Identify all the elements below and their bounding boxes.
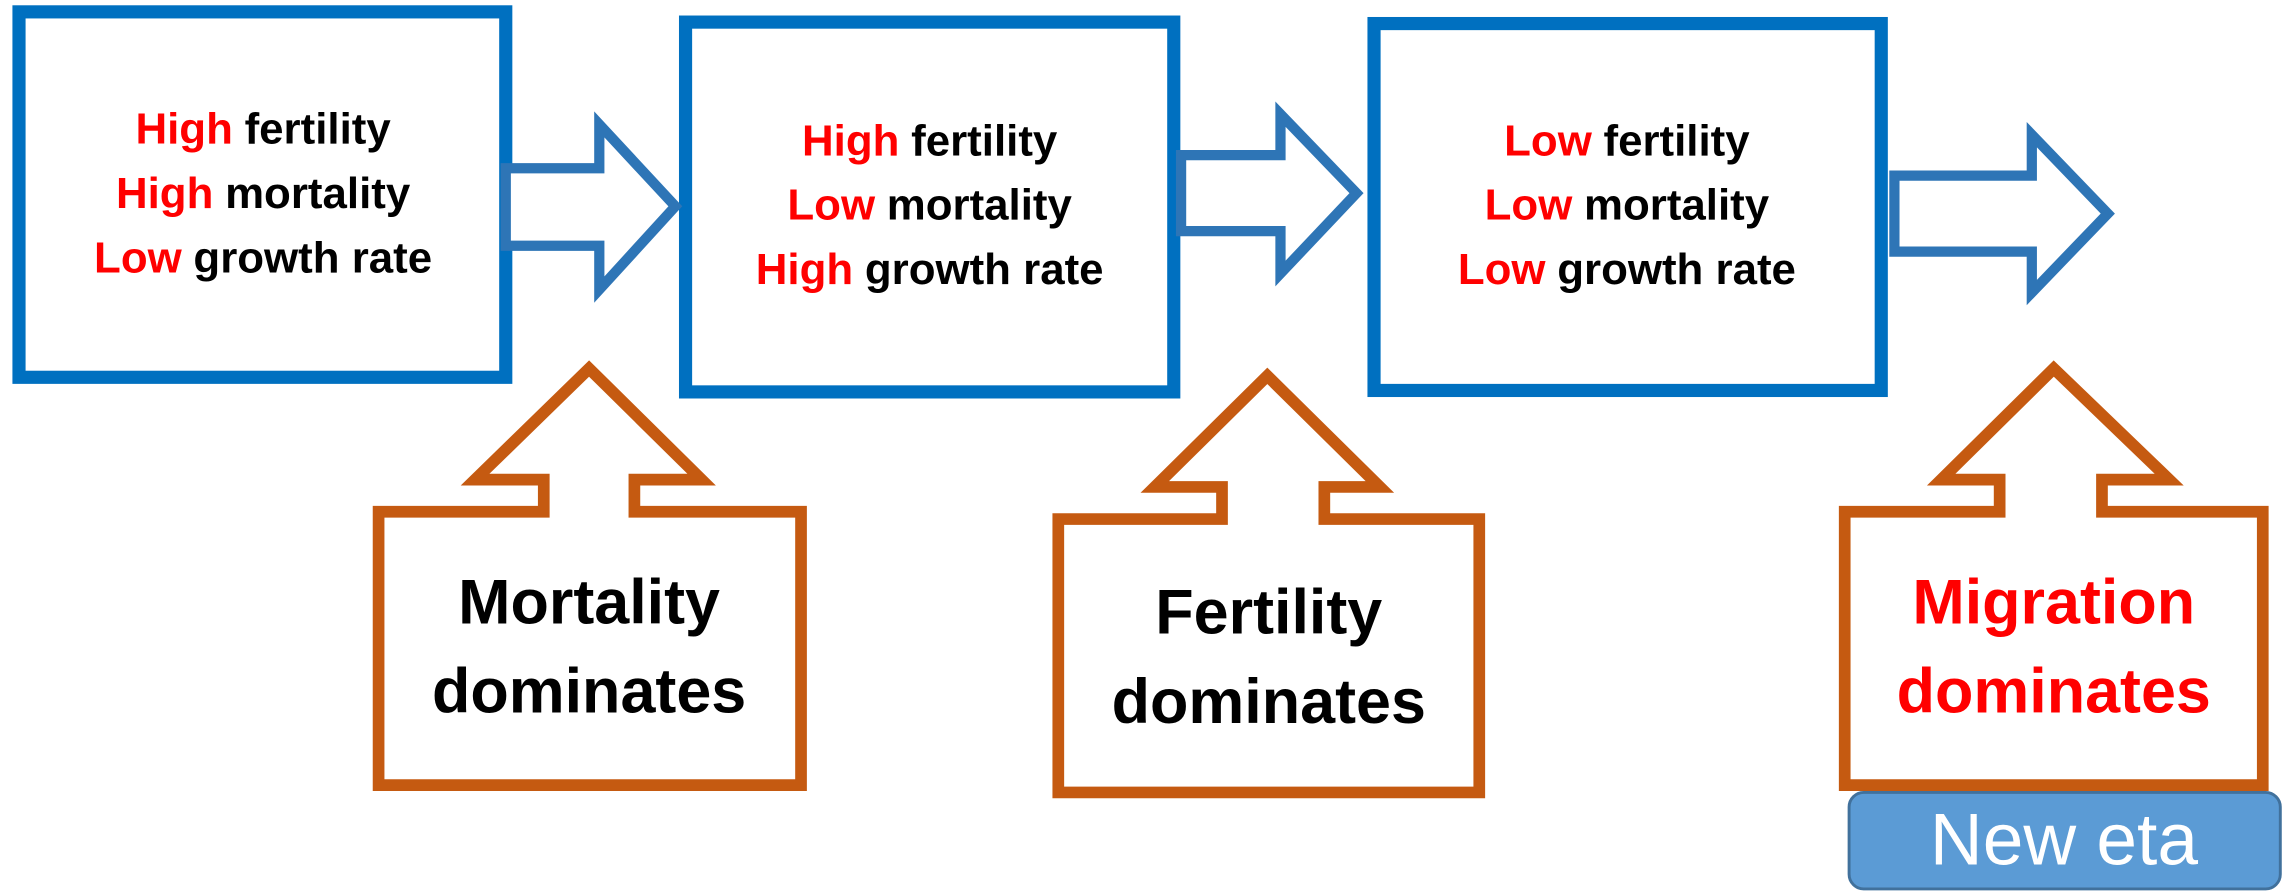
stage-line: Low fertility (1504, 116, 1750, 165)
callout-text: Migration (1912, 567, 2195, 637)
stage-line: Low mortality (787, 180, 1072, 229)
level: High (135, 104, 232, 153)
factor: mortality (887, 180, 1073, 229)
level: High (802, 116, 899, 165)
callout (1052, 367, 1486, 799)
level: High (756, 245, 853, 294)
factor: growth rate (193, 233, 432, 282)
callout-text: dominates (1897, 657, 2211, 727)
stage-line: High fertility (802, 116, 1058, 165)
level: Low (787, 180, 876, 229)
stage-line: Low growth rate (94, 233, 432, 282)
callouts (372, 360, 2269, 799)
level: High (116, 169, 213, 218)
factor: mortality (1584, 180, 1770, 229)
factor: growth rate (1557, 245, 1796, 294)
callout (1838, 360, 2269, 791)
arrow (1175, 101, 1364, 287)
callout-text: dominates (432, 657, 746, 727)
callout-text: Fertility (1155, 578, 1382, 648)
badge[interactable] (1847, 790, 2282, 891)
arrow (500, 111, 683, 303)
factor: fertility (911, 116, 1058, 165)
factor: mortality (225, 169, 411, 218)
callout (372, 360, 807, 791)
callout-text: Mortality (458, 567, 720, 637)
level: Low (1504, 116, 1593, 165)
callout-text: dominates (1112, 667, 1426, 737)
level: Low (1485, 180, 1574, 229)
stage-line: High fertility (135, 104, 391, 153)
arrow (1889, 121, 2115, 306)
level: Low (94, 233, 183, 282)
stage-box (678, 15, 1181, 399)
factor: fertility (245, 104, 392, 153)
factor: fertility (1603, 116, 1750, 165)
badge-label[interactable]: New eta (1930, 799, 2198, 880)
level: Low (1458, 245, 1547, 294)
factor: growth rate (865, 245, 1104, 294)
stage-line: Low mortality (1485, 180, 1770, 229)
arrows (500, 101, 2115, 306)
stage-line: High mortality (116, 169, 411, 218)
stage-line: High growth rate (756, 245, 1104, 294)
stage-line: Low growth rate (1458, 245, 1796, 294)
stage-box (1367, 16, 1888, 398)
